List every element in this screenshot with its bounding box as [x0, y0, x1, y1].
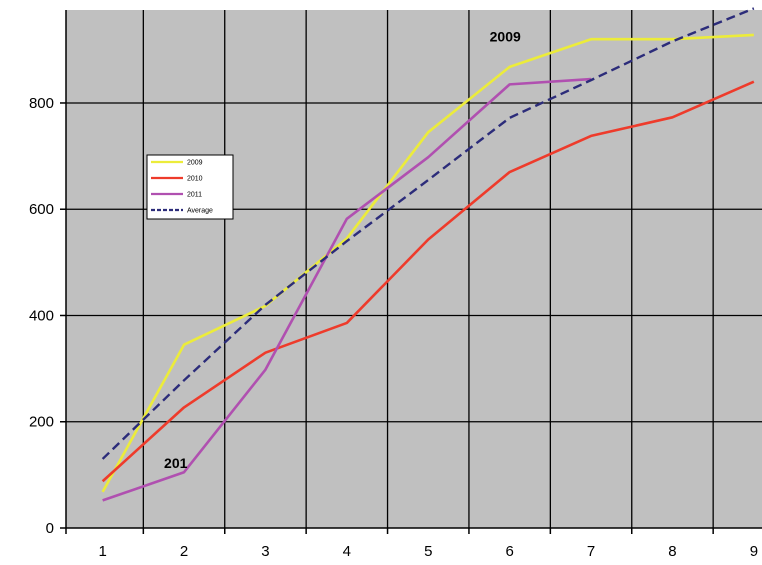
x-tick-label: 2 — [180, 543, 188, 560]
x-tick-label: 8 — [668, 543, 676, 560]
annotations: 2009 201 — [164, 29, 521, 472]
series-layer — [101, 7, 755, 502]
x-tick-label: 4 — [343, 543, 351, 560]
x-tick-label: 9 — [750, 543, 758, 560]
y-tick-label: 600 — [29, 201, 54, 218]
legend-box — [146, 154, 234, 220]
axes — [60, 10, 762, 534]
legend-label: Average — [187, 208, 213, 215]
x-tick-label: 5 — [424, 543, 432, 560]
legend: 2009 2010 2011 Average — [146, 154, 234, 220]
legend-label: 2011 — [187, 192, 202, 199]
y-tick-label: 0 — [46, 520, 54, 537]
legend-label: 2010 — [187, 176, 203, 183]
y-tick-label: 800 — [29, 95, 54, 112]
legend-label: 2009 — [187, 160, 203, 167]
tick-labels: 0 200 400 600 800 1 2 3 4 5 6 7 8 9 — [29, 95, 758, 560]
annotation-label: 201 — [164, 455, 188, 471]
x-tick-label: 7 — [587, 543, 595, 560]
y-tick-label: 200 — [29, 414, 54, 431]
x-tick-label: 1 — [98, 543, 106, 560]
series-line-2009 — [101, 33, 754, 493]
y-tick-label: 400 — [29, 307, 54, 324]
plot-area — [66, 10, 762, 528]
x-tick-label: 3 — [261, 543, 269, 560]
x-tick-label: 6 — [505, 543, 513, 560]
series-line-2011 — [102, 77, 592, 502]
series-line-2010 — [101, 80, 755, 483]
annotation-label: 2009 — [490, 29, 521, 45]
